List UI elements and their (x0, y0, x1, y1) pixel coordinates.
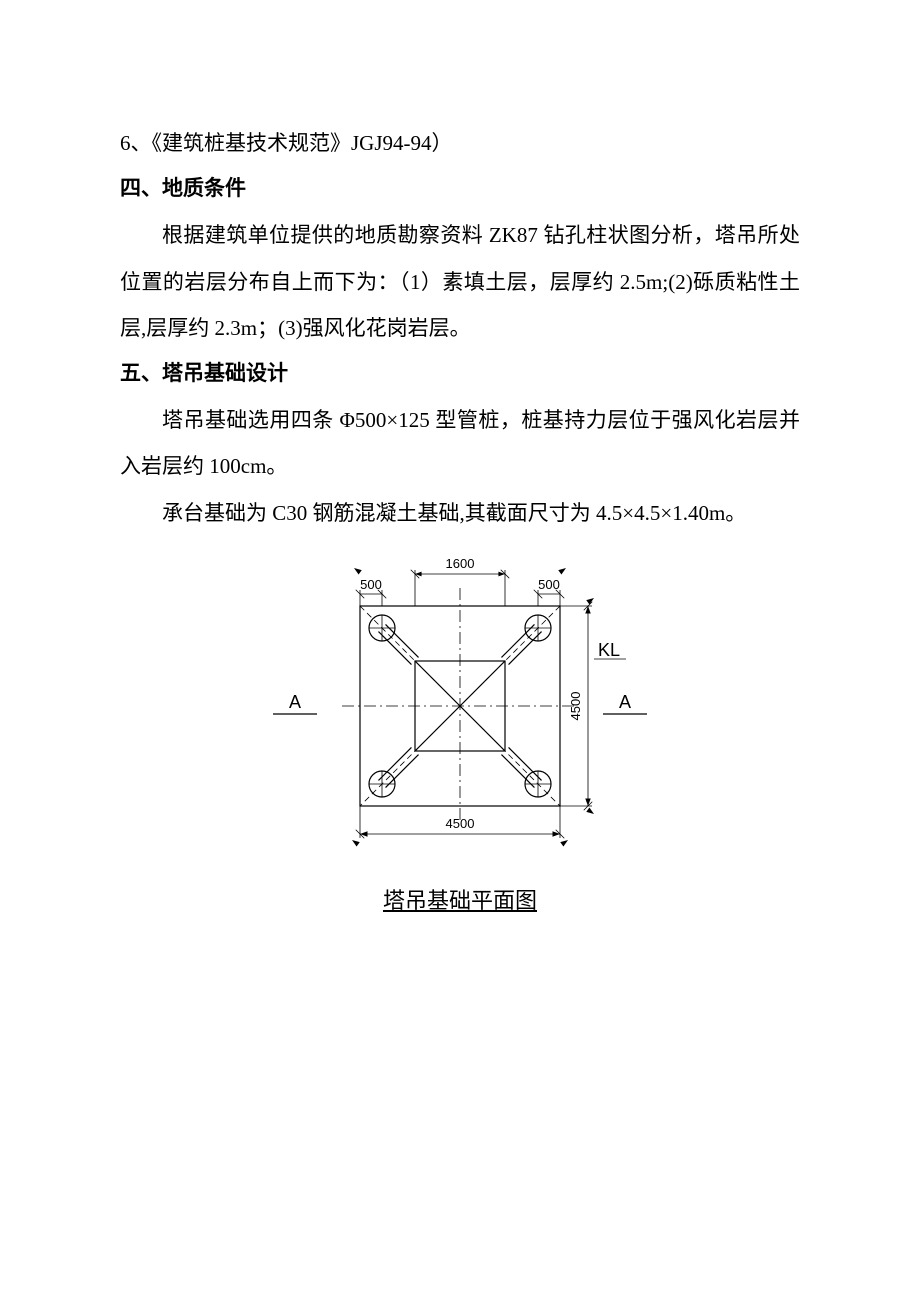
svg-text:4500: 4500 (568, 691, 583, 720)
foundation-para-2: 承台基础为 C30 钢筋混凝土基础,其截面尺寸为 4.5×4.5×1.40m。 (120, 490, 800, 536)
svg-text:1600: 1600 (446, 556, 475, 571)
geology-paragraph: 根据建筑单位提供的地质勘察资料 ZK87 钻孔柱状图分析，塔吊所处位置的岩层分布… (120, 212, 800, 351)
reference-line: 6、《建筑桩基技术规范》JGJ94-94） (120, 120, 800, 166)
section-heading-5: 五、塔吊基础设计 (120, 351, 800, 397)
diagram-caption: 塔吊基础平面图 (120, 883, 800, 915)
diagram-container: 1600 500 500 4500 4500 KL A A (120, 546, 800, 871)
svg-text:A: A (289, 692, 301, 712)
svg-text:500: 500 (538, 577, 560, 592)
svg-text:A: A (619, 692, 631, 712)
svg-text:KL: KL (598, 640, 620, 660)
section-heading-4: 四、地质条件 (120, 166, 800, 212)
svg-text:500: 500 (360, 577, 382, 592)
foundation-para-1: 塔吊基础选用四条 Φ500×125 型管桩，桩基持力层位于强风化岩层并入岩层约 … (120, 397, 800, 489)
svg-text:4500: 4500 (446, 816, 475, 831)
foundation-plan-diagram: 1600 500 500 4500 4500 KL A A (240, 546, 680, 866)
